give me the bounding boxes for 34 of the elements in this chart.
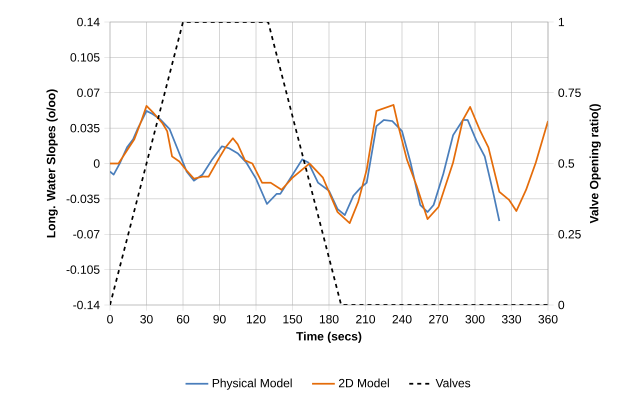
y-tick-label: -0.14 xyxy=(73,300,100,310)
x-tick-label: 360 xyxy=(538,314,558,324)
y-axis-title: Long. Water Slopes (o/oo) xyxy=(46,89,58,238)
y2-tick-label: 0.5 xyxy=(558,159,574,168)
x-tick-label: 210 xyxy=(356,314,376,324)
y-tick-label: -0.035 xyxy=(66,194,100,204)
y2-tick-label: 0.25 xyxy=(558,230,581,239)
y2-tick-label: 1 xyxy=(558,18,564,26)
line-series xyxy=(110,110,500,222)
x-tick-label: 120 xyxy=(246,314,266,324)
y-tick-label: 0.07 xyxy=(77,88,100,98)
y-tick-label: -0.105 xyxy=(66,265,100,274)
x-tick-label: 0 xyxy=(107,314,113,324)
y2-tick-label: 0 xyxy=(558,300,564,310)
y-tick-label: -0.07 xyxy=(73,230,100,239)
legend-label: 2D Model xyxy=(338,378,389,388)
x-tick-label: 270 xyxy=(429,314,448,324)
x-tick-label: 30 xyxy=(140,314,153,324)
x-tick-label: 150 xyxy=(283,314,302,324)
x-axis-title: Time (secs) xyxy=(296,332,362,343)
y2-tick-label: 0.75 xyxy=(558,88,581,98)
x-tick-label: 240 xyxy=(392,314,412,324)
y-tick-label: 0.105 xyxy=(70,53,100,62)
y2-axis-title: Valve Opening ratio() xyxy=(590,104,601,224)
x-tick-label: 300 xyxy=(465,314,485,324)
x-tick-label: 180 xyxy=(320,314,339,324)
x-tick-label: 60 xyxy=(176,314,190,324)
y-tick-label: 0.035 xyxy=(70,124,100,132)
legend-label: Physical Model xyxy=(212,378,292,390)
legend-label: Valves xyxy=(436,378,470,388)
y-tick-label: 0.14 xyxy=(77,18,100,26)
x-tick-label: 330 xyxy=(502,314,522,324)
x-tick-label: 90 xyxy=(213,314,226,324)
y-tick-label: 0 xyxy=(94,159,100,168)
